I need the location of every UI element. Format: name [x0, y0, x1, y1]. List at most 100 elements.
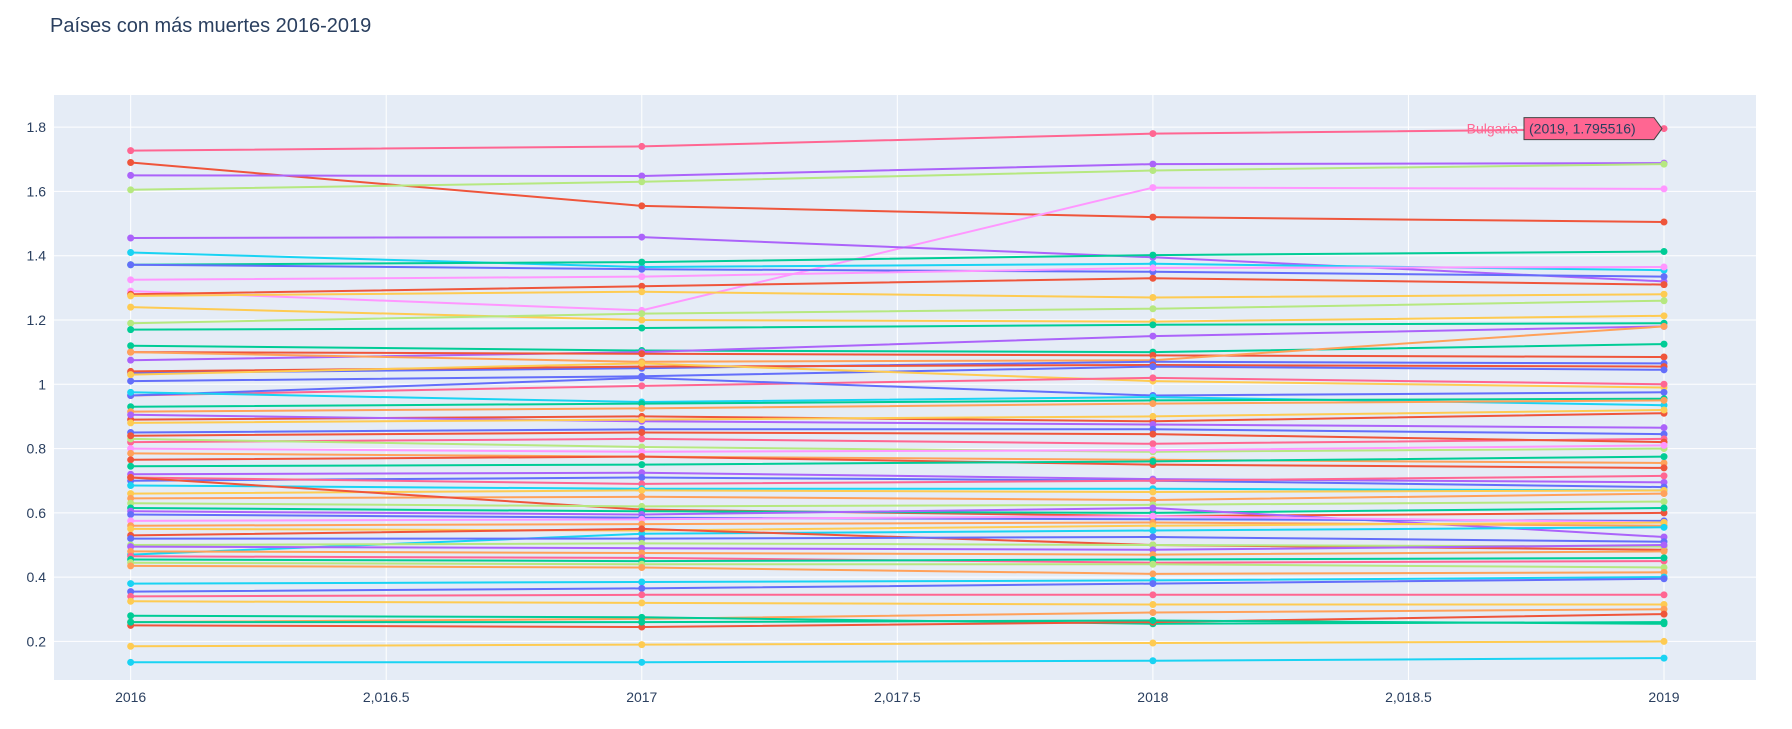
- data-point: [638, 443, 646, 451]
- data-point: [127, 517, 135, 525]
- series[interactable]: [127, 490, 1668, 504]
- series[interactable]: [127, 654, 1668, 666]
- series[interactable]: [127, 562, 1668, 578]
- data-point: [127, 348, 135, 356]
- data-point: [127, 494, 135, 502]
- series[interactable]: [127, 319, 1668, 334]
- data-point: [638, 613, 646, 621]
- series-line: [130, 290, 1665, 299]
- data-point: [1660, 600, 1668, 608]
- series[interactable]: [127, 637, 1668, 650]
- data-point: [638, 202, 646, 210]
- data-point: [638, 486, 646, 494]
- data-point: [127, 456, 135, 464]
- data-point: [638, 265, 646, 273]
- series-line: [130, 299, 1665, 325]
- series[interactable]: [127, 406, 1668, 427]
- data-point: [1149, 321, 1157, 329]
- series[interactable]: [127, 441, 1668, 456]
- data-point: [1660, 464, 1668, 472]
- series-line: [130, 437, 1665, 453]
- data-point: [1660, 509, 1668, 517]
- data-point: [1149, 609, 1157, 616]
- data-point: [1660, 380, 1668, 388]
- data-point: [1660, 441, 1668, 449]
- data-point: [127, 159, 135, 166]
- data-point: [1660, 322, 1668, 330]
- data-point: [638, 374, 646, 382]
- chart-title: Países con más muertes 2016-2019: [50, 15, 371, 37]
- series-line: [130, 619, 1665, 625]
- series-line: [130, 236, 1665, 283]
- data-point: [127, 499, 135, 507]
- data-point: [1149, 580, 1157, 588]
- series[interactable]: [127, 541, 1668, 554]
- series-line: [130, 351, 1665, 358]
- data-point: [1660, 533, 1668, 541]
- series-line: [130, 476, 1665, 489]
- data-point: [127, 543, 135, 551]
- series-line: [130, 325, 1665, 363]
- series[interactable]: [127, 575, 1668, 596]
- data-point: [127, 249, 135, 256]
- series[interactable]: [127, 396, 1668, 416]
- data-point: [1149, 130, 1157, 138]
- series[interactable]: [127, 160, 1668, 194]
- data-point: [127, 562, 135, 570]
- series[interactable]: [127, 591, 1668, 600]
- series-line: [130, 484, 1665, 492]
- x-tick-label: 2,017.5: [874, 689, 921, 705]
- x-tick-label: 2016: [115, 689, 146, 705]
- data-point: [127, 612, 135, 620]
- data-point: [1660, 353, 1668, 361]
- series[interactable]: [127, 617, 1668, 628]
- series-line: [130, 452, 1665, 464]
- series[interactable]: [127, 125, 1668, 155]
- series-line: [130, 593, 1664, 598]
- series-lines[interactable]: [127, 125, 1668, 666]
- series[interactable]: [127, 274, 1668, 298]
- series[interactable]: [127, 486, 1668, 498]
- data-point: [1660, 575, 1668, 583]
- data-point: [1149, 351, 1157, 359]
- series[interactable]: [127, 539, 1668, 551]
- series[interactable]: [127, 498, 1668, 510]
- data-point: [638, 316, 646, 324]
- data-point: [127, 449, 135, 457]
- series[interactable]: [127, 297, 1668, 327]
- series-line: [130, 561, 1665, 569]
- series-line: [130, 376, 1665, 397]
- data-point: [127, 445, 135, 453]
- series[interactable]: [127, 547, 1668, 559]
- x-tick-label: 2018: [1137, 689, 1168, 705]
- data-point: [638, 324, 646, 332]
- data-point: [638, 429, 646, 436]
- data-point: [1660, 406, 1668, 414]
- data-point: [1660, 396, 1668, 404]
- data-point: [1149, 440, 1157, 448]
- series-line: [130, 577, 1665, 593]
- data-point: [1660, 547, 1668, 555]
- series-line: [130, 608, 1665, 624]
- series[interactable]: [127, 597, 1668, 608]
- series[interactable]: [127, 374, 1668, 400]
- data-point: [638, 549, 646, 557]
- y-tick-label: 1.6: [27, 183, 47, 199]
- series-line: [130, 306, 1665, 323]
- data-point: [127, 371, 135, 379]
- series[interactable]: [127, 453, 1668, 470]
- series[interactable]: [127, 288, 1668, 301]
- data-point: [1660, 504, 1668, 512]
- series[interactable]: [127, 263, 1668, 284]
- series[interactable]: [127, 159, 1668, 226]
- data-point: [1149, 496, 1157, 504]
- data-point: [1149, 332, 1157, 340]
- data-point: [1660, 472, 1668, 480]
- y-tick-label: 0.6: [27, 505, 47, 521]
- series-line: [130, 556, 1665, 563]
- series-line: [130, 544, 1665, 551]
- data-point: [127, 490, 135, 498]
- series-line: [130, 657, 1665, 664]
- hover-value-label: (2019, 1.795516): [1529, 121, 1636, 137]
- data-point: [1149, 591, 1157, 599]
